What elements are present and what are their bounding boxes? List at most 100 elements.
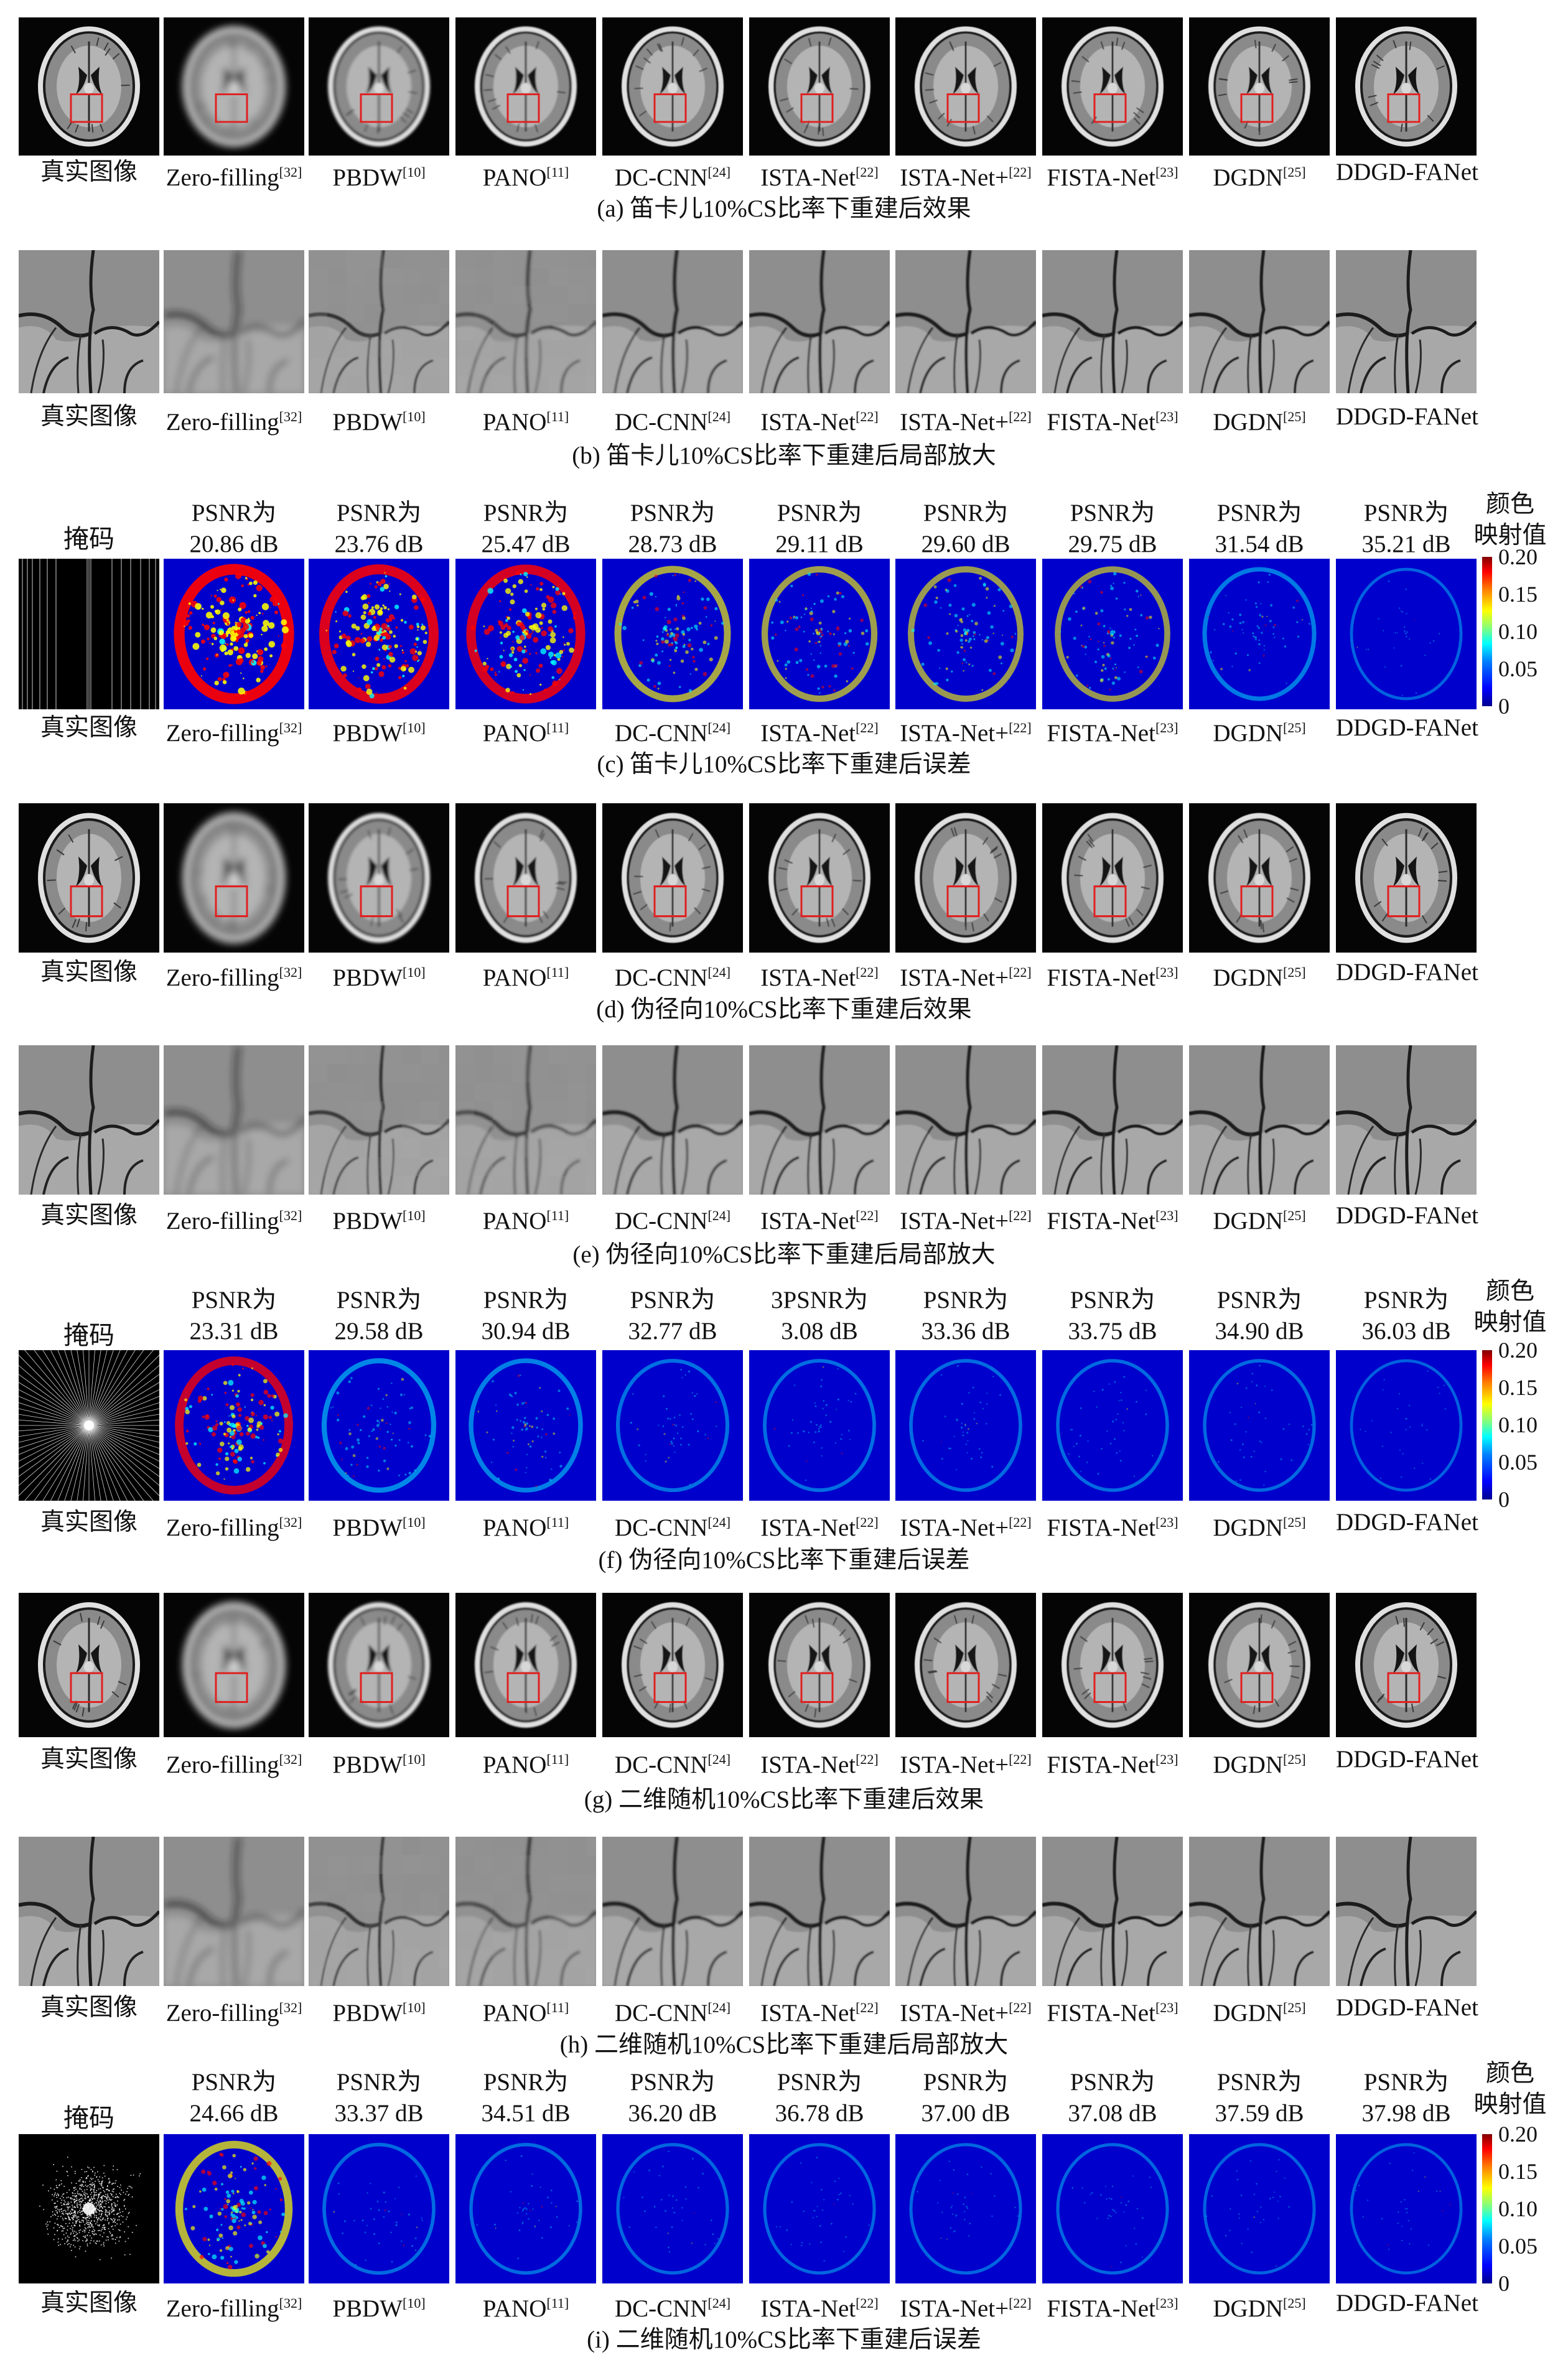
brain-reconstruction-image: [749, 1593, 890, 1737]
method-label: DC-CNN[24]: [602, 2290, 743, 2323]
psnr-value: 33.75 dB: [1068, 1318, 1157, 1345]
panel-caption: (i) 二维随机10%CS比率下重建后误差: [587, 2326, 981, 2353]
method-reference: [22]: [856, 1751, 879, 1767]
brain-reconstruction-image: [1042, 803, 1183, 953]
method-reference: [22]: [856, 1208, 879, 1223]
psnr-label-prefix: PSNR为: [336, 1287, 422, 1313]
method-reference: [32]: [279, 164, 302, 180]
method-label: 真实图像: [19, 1994, 159, 2022]
method-reference: [24]: [707, 164, 731, 180]
method-name: ISTA-Net+: [900, 1751, 1009, 1778]
method-label: DGDN[25]: [1189, 959, 1330, 992]
psnr-label-prefix: PSNR为: [777, 500, 862, 526]
error-map-image: [1336, 2134, 1477, 2283]
method-reference: [24]: [707, 1514, 731, 1530]
method-reference: [22]: [856, 720, 879, 735]
method-name: ISTA-Net: [760, 1208, 856, 1234]
psnr-label-prefix: PSNR为: [483, 500, 569, 526]
psnr-value: 29.11 dB: [775, 531, 864, 557]
error-map-image: [1042, 559, 1183, 709]
psnr-label-prefix: PSNR为: [630, 500, 716, 526]
method-label: FISTA-Net[23]: [1042, 403, 1183, 436]
method-label: Zero-filling[32]: [164, 1746, 304, 1779]
brain-reconstruction-image: [1336, 803, 1477, 953]
method-label: PANO[11]: [455, 159, 596, 192]
method-label: Zero-filling[32]: [164, 159, 304, 192]
colorbar-tick: 0.15: [1498, 1375, 1538, 1400]
method-reference: [22]: [1009, 1514, 1032, 1530]
error-map-image: [1336, 559, 1477, 709]
method-name: DC-CNN: [614, 1751, 708, 1778]
zoomed-region-image: [309, 1837, 449, 1986]
psnr-value: 34.51 dB: [481, 2100, 571, 2127]
method-reference: [10]: [403, 1514, 426, 1530]
zoomed-region-image: [455, 1045, 596, 1195]
method-label: FISTA-Net[23]: [1042, 159, 1183, 192]
method-name: ISTA-Net: [760, 720, 856, 747]
colorbar-tick: 0.20: [1498, 2122, 1538, 2147]
error-map-image: [1189, 1350, 1330, 1501]
method-name: DDGD-FANet: [1336, 159, 1478, 185]
error-map-image: [309, 1350, 449, 1501]
zoomed-region-image: [1042, 1045, 1183, 1195]
zoomed-region-image: [602, 1837, 743, 1986]
method-reference: [22]: [1009, 409, 1032, 424]
method-label: DC-CNN[24]: [602, 1994, 743, 2027]
brain-reconstruction-image: [602, 1593, 743, 1737]
brain-reconstruction-image: [309, 1593, 449, 1737]
method-label: FISTA-Net[23]: [1042, 2290, 1183, 2323]
method-reference: [22]: [1009, 1208, 1032, 1223]
mask-title: 掩码: [63, 2104, 114, 2132]
brain-reconstruction-image: [19, 17, 159, 156]
method-reference: [32]: [279, 1514, 302, 1530]
method-name: FISTA-Net: [1047, 1751, 1155, 1778]
psnr-label-prefix: PSNR为: [923, 2069, 1009, 2096]
psnr-label: PSNR为 33.75 dB: [1042, 1285, 1183, 1347]
psnr-value: 29.75 dB: [1068, 531, 1157, 557]
psnr-value: 33.37 dB: [334, 2100, 424, 2127]
colorbar-tick: 0.10: [1498, 1412, 1538, 1437]
method-reference: [11]: [546, 1751, 569, 1767]
method-name: FISTA-Net: [1047, 1514, 1155, 1541]
zoomed-region-image: [1336, 250, 1477, 393]
panel-caption: (c) 笛卡儿10%CS比率下重建后误差: [597, 751, 971, 778]
method-label: PANO[11]: [455, 1994, 596, 2027]
panel-caption: (h) 二维随机10%CS比率下重建后局部放大: [559, 2031, 1009, 2058]
psnr-label: PSNR为 37.00 dB: [895, 2067, 1036, 2129]
method-reference: [22]: [1009, 2000, 1032, 2015]
brain-reconstruction-image: [1189, 1593, 1330, 1737]
error-map-image: [164, 2134, 304, 2283]
error-map-image: [895, 2134, 1036, 2283]
error-map-image: [1189, 2134, 1330, 2283]
psnr-label-prefix: PSNR为: [630, 1287, 716, 1313]
brain-reconstruction-image: [455, 17, 596, 156]
method-name: PBDW: [332, 409, 403, 436]
method-label: FISTA-Net[23]: [1042, 714, 1183, 747]
psnr-value: 28.73 dB: [628, 531, 717, 557]
method-label: Zero-filling[32]: [164, 403, 304, 436]
method-reference: [25]: [1283, 409, 1306, 424]
psnr-value: 33.36 dB: [921, 1318, 1010, 1345]
method-name: ISTA-Net+: [900, 720, 1009, 747]
brain-reconstruction-image: [602, 17, 743, 156]
method-name: DGDN: [1213, 2000, 1283, 2026]
method-label: PBDW[10]: [309, 1509, 449, 1542]
psnr-label: PSNR为 30.94 dB: [455, 1285, 596, 1347]
zoomed-region-image: [749, 1837, 890, 1986]
psnr-label-prefix: PSNR为: [1363, 2069, 1449, 2096]
method-reference: [11]: [546, 409, 569, 424]
psnr-value: 29.58 dB: [334, 1318, 424, 1345]
method-reference: [11]: [546, 2000, 569, 2015]
error-map-image: [749, 559, 890, 709]
method-reference: [23]: [1155, 1514, 1178, 1530]
psnr-label-prefix: PSNR为: [336, 2069, 422, 2096]
method-reference: [32]: [279, 964, 302, 980]
method-name: FISTA-Net: [1047, 2000, 1155, 2026]
method-name: DDGD-FANet: [1336, 403, 1478, 430]
method-label: ISTA-Net[22]: [749, 1509, 890, 1542]
method-label: Zero-filling[32]: [164, 1202, 304, 1235]
method-label: Zero-filling[32]: [164, 2290, 304, 2323]
method-reference: [23]: [1155, 720, 1178, 735]
brain-reconstruction-image: [455, 1593, 596, 1737]
method-name: DGDN: [1213, 2295, 1283, 2322]
